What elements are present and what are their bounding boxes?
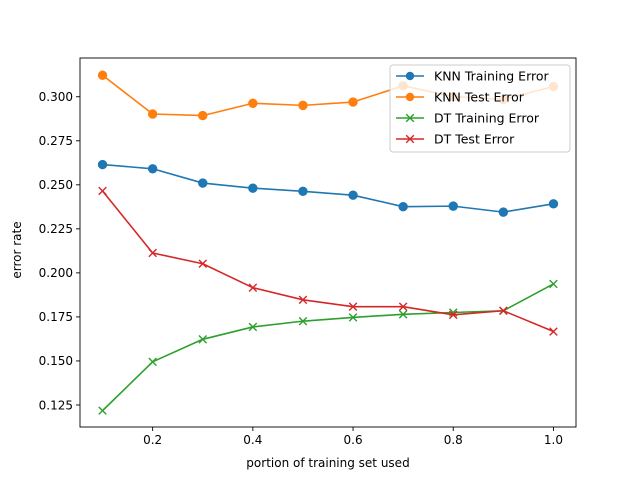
y-tick-label: 0.225 <box>39 222 73 236</box>
x-tick-label: 1.0 <box>544 433 563 447</box>
y-tick-label: 0.200 <box>39 266 73 280</box>
y-tick-label: 0.150 <box>39 354 73 368</box>
data-point <box>448 201 458 211</box>
data-point <box>298 186 308 197</box>
series-line <box>101 283 554 412</box>
data-point <box>398 302 408 311</box>
legend-box <box>389 64 571 153</box>
data-point <box>97 159 108 170</box>
legend-label: DT Test Error <box>434 132 515 147</box>
legend-marker <box>405 92 415 102</box>
y-tick-label: 0.275 <box>39 134 73 148</box>
x-tick-label: 0.4 <box>243 433 262 447</box>
data-point <box>98 186 107 196</box>
x-tick-label: 0.2 <box>143 433 162 447</box>
data-point <box>248 283 258 292</box>
legend-marker <box>405 113 415 123</box>
data-point <box>248 98 258 108</box>
data-point <box>298 316 308 326</box>
data-point <box>398 201 408 212</box>
legend-label: DT Training Error <box>434 111 540 126</box>
legend-label: KNN Training Error <box>434 69 549 84</box>
data-point <box>498 207 509 217</box>
legend-label: KNN Test Error <box>434 90 525 105</box>
data-point <box>398 309 408 319</box>
data-point <box>499 306 508 316</box>
series-line <box>101 190 554 333</box>
legend: KNN Training Error KNN Test Error DT Train… <box>389 64 571 153</box>
data-point <box>348 190 358 200</box>
y-tick-label: 0.125 <box>39 398 73 412</box>
data-point <box>148 248 157 258</box>
data-point <box>147 164 158 174</box>
data-point <box>298 100 308 111</box>
data-point <box>148 357 157 367</box>
x-tick-label: 0.8 <box>444 433 463 447</box>
legend-entry: KNN Test Error <box>396 90 525 105</box>
data-point <box>147 109 158 119</box>
axes-frame <box>79 57 577 428</box>
data-point <box>198 334 208 344</box>
series-line <box>102 163 554 213</box>
data-point <box>298 295 308 305</box>
series-1 <box>97 159 559 217</box>
legend-entry: DT Training Error <box>396 111 540 126</box>
data-point <box>198 259 208 269</box>
legend-entry: KNN Training Error <box>396 69 549 84</box>
series-4 <box>98 186 558 336</box>
legend-marker <box>405 134 415 144</box>
y-axis-label: error rate <box>10 221 24 278</box>
data-point <box>348 97 358 107</box>
data-point <box>198 178 208 188</box>
data-point <box>248 322 258 332</box>
data-point <box>348 313 358 322</box>
data-point <box>548 199 559 209</box>
y-tick-label: 0.250 <box>39 178 73 192</box>
data-point <box>98 406 107 415</box>
data-point <box>348 302 358 311</box>
data-point <box>448 310 458 320</box>
data-point <box>549 327 558 336</box>
x-tick-label: 0.6 <box>344 433 363 447</box>
x-axis-label: portion of training set used <box>246 456 409 470</box>
data-point <box>549 279 558 289</box>
legend-marker <box>405 71 415 81</box>
y-tick-label: 0.175 <box>39 310 73 324</box>
data-point <box>198 110 208 121</box>
axes: 0.2 0.4 0.6 0.8 1.0 0.125 0.150 0.175 0.200 0.225… <box>39 57 577 447</box>
y-tick-label: 0.300 <box>39 90 73 104</box>
legend-entry: DT Test Error <box>396 132 515 147</box>
data-point <box>248 183 258 193</box>
data-point <box>97 70 108 80</box>
